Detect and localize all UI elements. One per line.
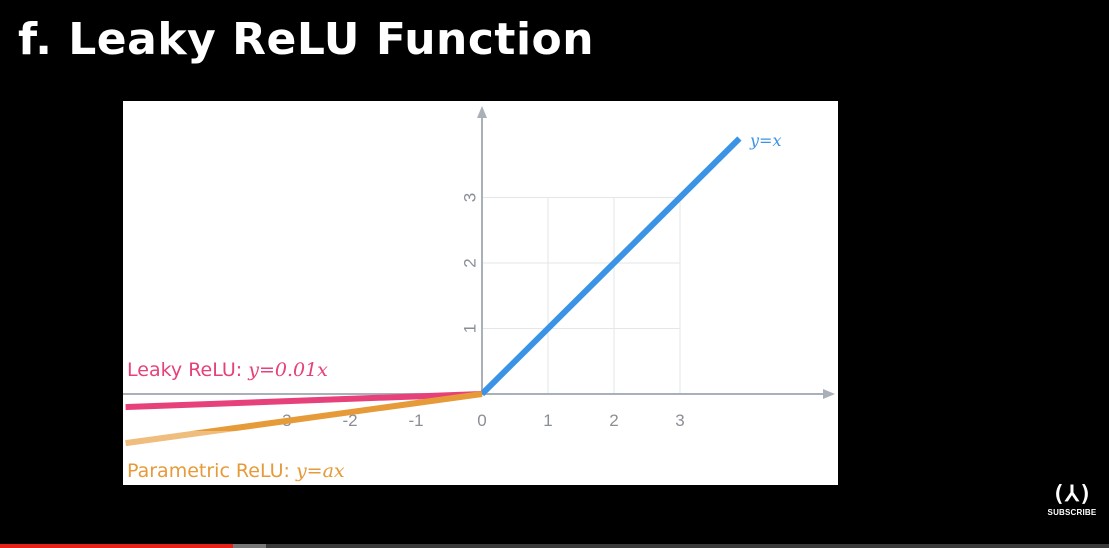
chart-bottom-fade (123, 431, 838, 485)
parametric-relu-equation: y=ax (295, 460, 345, 482)
relu-equation-label: y=x (750, 131, 782, 150)
y-tick-label: 1 (461, 324, 480, 333)
x-tick-label: -2 (342, 411, 357, 430)
slide-title: f. Leaky ReLU Function (18, 14, 595, 65)
leaky-relu-label: Leaky ReLU: y=0.01x (127, 359, 328, 381)
subscribe-badge[interactable]: (⅄) SUBSCRIBE (1046, 482, 1098, 530)
relu-line (479, 136, 742, 397)
y-tick-label: 2 (461, 258, 480, 267)
leaky-relu-line (125, 391, 483, 411)
video-played-bar (0, 544, 233, 548)
freecodecamp-logo-icon: (⅄) (1052, 482, 1092, 507)
x-tick-label: 2 (609, 411, 618, 430)
x-tick-label: 0 (477, 411, 486, 430)
subscribe-label: SUBSCRIBE (1047, 508, 1097, 517)
parametric-relu-label: Parametric ReLU: y=ax (127, 460, 345, 482)
parametric-relu-line (125, 391, 483, 447)
leaky-relu-equation: y=0.01x (248, 359, 328, 381)
y-axis-arrow-icon (477, 106, 487, 118)
parametric-relu-name: Parametric ReLU: (127, 460, 296, 482)
video-progress-bar[interactable] (0, 544, 1109, 548)
leaky-relu-name: Leaky ReLU: (127, 359, 249, 381)
x-axis-arrow-icon (823, 389, 835, 399)
x-tick-label: 3 (675, 411, 684, 430)
x-tick-label: -1 (408, 411, 423, 430)
x-tick-label: 1 (543, 411, 552, 430)
y-tick-label: 3 (461, 193, 480, 202)
